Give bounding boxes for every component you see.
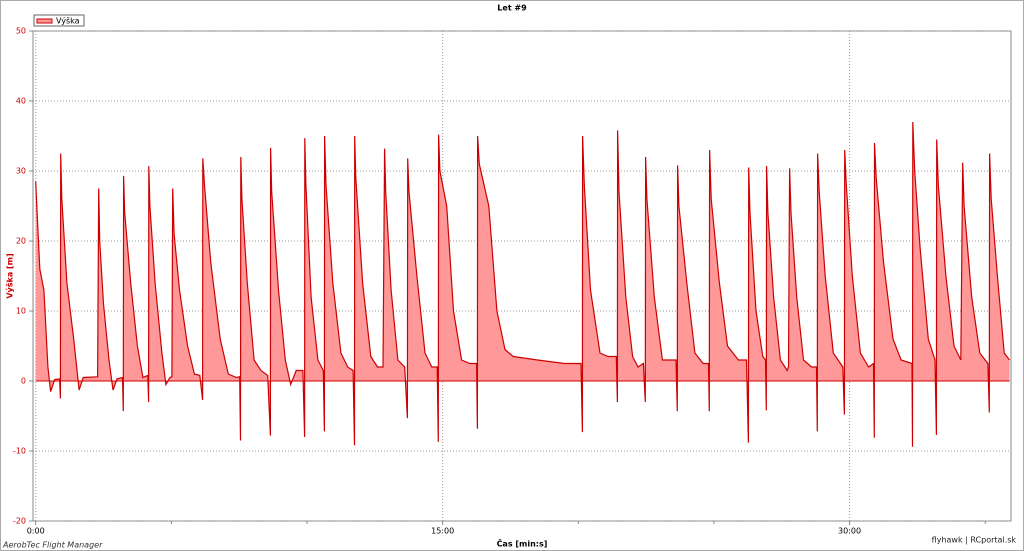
watermark: flyhawk | RCportal.sk xyxy=(932,536,1017,545)
y-tick-label: 20 xyxy=(16,237,26,246)
x-tick-label: 15:00 xyxy=(431,527,454,536)
y-tick-label: -20 xyxy=(13,517,26,526)
x-tick-label: 0:00 xyxy=(27,527,45,536)
legend-swatch xyxy=(36,18,53,24)
y-tick-label: -10 xyxy=(13,447,26,456)
line xyxy=(35,121,1011,447)
y-tick-label: 40 xyxy=(16,97,26,106)
y-tick-label: 10 xyxy=(16,307,26,316)
chart-title: Let #9 xyxy=(497,4,527,13)
footer: AerobTec Flight Manager xyxy=(2,541,103,550)
legend-label: Výška xyxy=(56,16,80,26)
y-tick-label: 30 xyxy=(16,167,26,176)
y-tick-label: 0 xyxy=(21,377,26,386)
x-axis-label: Čas [min:s] xyxy=(497,538,548,549)
x-tick-label: 30:00 xyxy=(838,527,861,536)
y-axis-label: Výška [m] xyxy=(5,253,15,298)
legend-box xyxy=(33,14,85,27)
plot-area xyxy=(32,30,1012,522)
y-tick-label: 50 xyxy=(16,27,26,36)
area xyxy=(35,122,1010,447)
